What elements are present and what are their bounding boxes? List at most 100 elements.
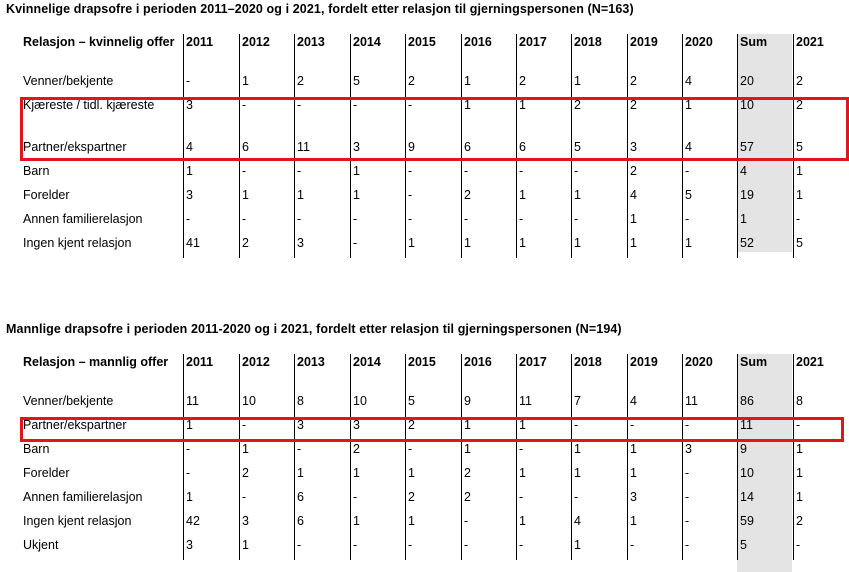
table-cell: - bbox=[516, 162, 572, 186]
table-cell: 11 bbox=[516, 392, 572, 416]
header-row: Relasjon – mannlig offer 2011 2012 2013 2014… bbox=[21, 354, 842, 392]
table-1-title: Kvinnelige drapsofre i perioden 2011–202… bbox=[6, 2, 634, 16]
table-cell: 1 bbox=[682, 234, 738, 258]
row-label: Barn bbox=[23, 442, 50, 456]
table-row: Ingen kjent relasjon 42 3 6 1 1-1 4 1-59 2 bbox=[21, 512, 842, 536]
table-cell: 1 bbox=[183, 488, 240, 512]
table-cell: 1 bbox=[627, 440, 683, 464]
table-2-title: Mannlige drapsofre i perioden 2011-2020 … bbox=[6, 322, 622, 336]
table-2-container: Relasjon – mannlig offer 2011 2012 2013 2014… bbox=[21, 354, 842, 572]
table-cell: 1 bbox=[793, 186, 842, 210]
table-cell: 6 bbox=[294, 488, 351, 512]
table-row: Ingen kjent relasjon 41 2 3-1 1 1 1 1 1 52 5 bbox=[21, 234, 842, 258]
table-cell: - bbox=[461, 210, 517, 234]
table-cell: - bbox=[239, 210, 295, 234]
row-label: Venner/bekjente bbox=[23, 74, 114, 88]
table-cell: 1 bbox=[461, 72, 517, 96]
table-cell: - bbox=[350, 96, 406, 138]
column-header-2016: 2016 bbox=[461, 354, 517, 392]
table-cell: 1 bbox=[571, 234, 628, 258]
table-cell: 1 bbox=[627, 210, 683, 234]
table-cell: 20 bbox=[737, 72, 794, 96]
row-label: Barn bbox=[23, 164, 50, 178]
table-row: Barn -1-2-1-1 1 3 9 1 bbox=[21, 440, 842, 464]
table-row: Ukjent 3 1- - - - -1- -5- bbox=[21, 536, 842, 560]
table-cell: 2 bbox=[516, 72, 572, 96]
table-cell: 1 bbox=[239, 72, 295, 96]
row-label: Ingen kjent relasjon bbox=[23, 514, 132, 528]
table-cell: 1 bbox=[516, 186, 572, 210]
table-cell: 1 bbox=[405, 512, 462, 536]
column-header-2014: 2014 bbox=[350, 354, 406, 392]
table-cell: 1 bbox=[627, 464, 683, 488]
table-cell: 1 bbox=[461, 234, 517, 258]
table-cell: 1 bbox=[350, 162, 406, 186]
table-cell: 10 bbox=[737, 96, 794, 138]
table-cell: 1 bbox=[571, 536, 628, 560]
table-cell: 42 bbox=[183, 512, 240, 536]
column-header-2015: 2015 bbox=[405, 354, 462, 392]
table-cell: - bbox=[793, 416, 842, 440]
table-cell: - bbox=[350, 234, 406, 258]
table-cell: 2 bbox=[627, 96, 683, 138]
table-cell: - bbox=[183, 440, 240, 464]
table-cell: 1 bbox=[793, 440, 842, 464]
table-cell: 10 bbox=[737, 464, 794, 488]
table-row: Venner/bekjente 11 10 8 10 5 9 11 7 4 11 86 8 bbox=[21, 392, 842, 416]
table-cell: 1 bbox=[571, 186, 628, 210]
table-male-victims: Relasjon – mannlig offer 2011 2012 2013 2014… bbox=[21, 354, 842, 560]
table-cell: 3 bbox=[183, 536, 240, 560]
table-cell: 11 bbox=[183, 392, 240, 416]
table-cell: 2 bbox=[627, 72, 683, 96]
table-cell: 3 bbox=[294, 416, 351, 440]
table-cell: 3 bbox=[294, 234, 351, 258]
row-label: Partner/ekspartner bbox=[23, 418, 127, 432]
row-label: Ukjent bbox=[23, 538, 59, 552]
table-cell: - bbox=[682, 416, 738, 440]
column-header-2017: 2017 bbox=[516, 34, 572, 72]
column-header-2012: 2012 bbox=[239, 34, 295, 72]
table-cell: 2 bbox=[461, 488, 517, 512]
table-row: Partner/ekspartner 1-3 3 2 1 1- - -11- bbox=[21, 416, 842, 440]
table-cell: 1 bbox=[294, 186, 351, 210]
table-cell: 10 bbox=[239, 392, 295, 416]
table-cell: - bbox=[682, 464, 738, 488]
table-cell: - bbox=[571, 210, 628, 234]
table-cell: - bbox=[239, 416, 295, 440]
table-row: Barn 1- -1- - - -2-4 1 bbox=[21, 162, 842, 186]
table-cell: 1 bbox=[350, 512, 406, 536]
table-cell: - bbox=[627, 416, 683, 440]
table-cell: 1 bbox=[793, 162, 842, 186]
table-cell: 2 bbox=[461, 186, 517, 210]
table-cell: - bbox=[682, 512, 738, 536]
table-cell: 1 bbox=[737, 210, 794, 234]
table-cell: - bbox=[793, 210, 842, 234]
table-cell: 1 bbox=[516, 234, 572, 258]
row-label: Venner/bekjente bbox=[23, 394, 114, 408]
row-label: Partner/ekspartner bbox=[23, 140, 127, 154]
table-cell: - bbox=[183, 72, 240, 96]
table-cell: 41 bbox=[183, 234, 240, 258]
table-cell: 1 bbox=[461, 440, 517, 464]
table-cell: 4 bbox=[682, 72, 738, 96]
highlight-box-partner bbox=[20, 417, 844, 442]
table-female-victims: Relasjon – kvinnelig offer 2011 2012 2013 20… bbox=[21, 34, 842, 258]
column-header-sum: Sum bbox=[737, 34, 794, 72]
corner-header: Relasjon – kvinnelig offer bbox=[23, 35, 175, 49]
row-label: Forelder bbox=[23, 188, 70, 202]
table-row: Annen familierelasjon 1-6-2 2- -3-14 1 bbox=[21, 488, 842, 512]
table-cell: 52 bbox=[737, 234, 794, 258]
table-cell: 2 bbox=[405, 488, 462, 512]
table-cell: 19 bbox=[737, 186, 794, 210]
table-cell: - bbox=[405, 536, 462, 560]
column-header-2016: 2016 bbox=[461, 34, 517, 72]
table-cell: 86 bbox=[737, 392, 794, 416]
column-header-2015: 2015 bbox=[405, 34, 462, 72]
column-header-2017: 2017 bbox=[516, 354, 572, 392]
table-cell: - bbox=[294, 96, 351, 138]
table-cell: - bbox=[516, 440, 572, 464]
table-cell: 4 bbox=[627, 186, 683, 210]
table-cell: 2 bbox=[793, 512, 842, 536]
table-cell: 1 bbox=[571, 72, 628, 96]
table-cell: 4 bbox=[571, 512, 628, 536]
